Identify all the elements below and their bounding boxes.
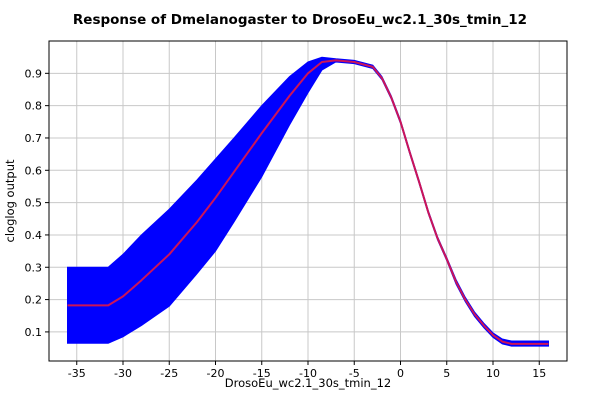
x-axis-ticks: -35 -30 -25 -20 -15 -10 -5 0 5 10 15 [68, 361, 546, 380]
mean-line-layer [67, 59, 549, 345]
y-tick-label: 0.4 [25, 229, 43, 242]
x-tick-label: -5 [349, 367, 360, 380]
x-tick-label: -35 [68, 367, 86, 380]
x-tick-label: 0 [397, 367, 404, 380]
y-tick-label: 0.5 [25, 197, 43, 210]
confidence-band [67, 56, 549, 347]
y-tick-label: 0.9 [25, 67, 43, 80]
y-tick-label: 0.3 [25, 261, 43, 274]
y-tick-label: 0.1 [25, 326, 43, 339]
x-tick-label: -20 [207, 367, 225, 380]
x-tick-label: 10 [486, 367, 500, 380]
y-tick-label: 0.8 [25, 100, 43, 113]
x-tick-label: -15 [253, 367, 271, 380]
y-axis-label: cloglog output [3, 159, 17, 242]
confidence-band-layer [67, 56, 549, 347]
chart-title: Response of Dmelanogaster to DrosoEu_wc2… [72, 12, 528, 28]
y-tick-label: 0.7 [25, 132, 43, 145]
x-tick-label: -25 [160, 367, 178, 380]
mean-response-line [67, 59, 549, 345]
y-tick-label: 0.2 [25, 294, 43, 307]
x-tick-label: 15 [532, 367, 546, 380]
y-axis-ticks: 0.1 0.2 0.3 0.4 0.5 0.6 0.7 0.8 0.9 [25, 67, 49, 339]
y-tick-label: 0.6 [25, 164, 43, 177]
x-tick-label: -10 [299, 367, 317, 380]
x-axis-label: DrosoEu_wc2.1_30s_tmin_12 [225, 376, 391, 390]
x-tick-label: -30 [114, 367, 132, 380]
x-tick-label: 5 [443, 367, 450, 380]
